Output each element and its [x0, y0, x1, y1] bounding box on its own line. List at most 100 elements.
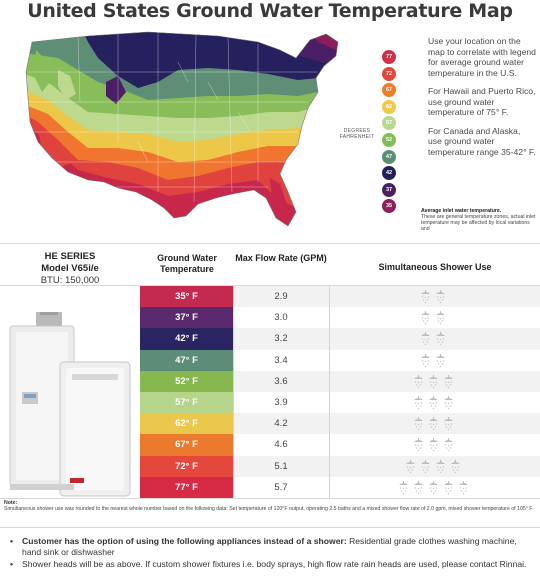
shower-icon: [404, 459, 417, 474]
shower-icon: [449, 459, 462, 474]
shower-icon: [442, 374, 455, 389]
temperature-cell: 52° F: [140, 370, 233, 392]
shower-icon: [412, 417, 425, 431]
shower-icon: [412, 396, 425, 410]
table-row: 77° F 5.7: [140, 476, 540, 498]
shower-use-cell: [329, 286, 540, 308]
table-row: 42° F 3.2: [140, 328, 540, 350]
bullet-divider: [0, 527, 540, 528]
shower-icon: [419, 311, 432, 325]
fine-print-title: Average inlet water temperature.: [421, 208, 502, 214]
column-divider: [233, 286, 234, 498]
legend-dot-47: 47: [382, 149, 396, 164]
shower-icon: [397, 480, 410, 495]
page-title: United States Ground Water Temperature M…: [27, 0, 513, 22]
flow-rate-cell: 5.7: [274, 481, 288, 493]
shower-icon: [419, 353, 432, 368]
table-row: 67° F 4.6: [140, 434, 540, 456]
shower-icon: [427, 374, 440, 389]
shower-use-cell: [329, 370, 540, 392]
header-max-flow-rate: Max Flow Rate (GPM): [235, 253, 327, 263]
legend-dot-37: 37: [382, 182, 396, 197]
temperature-cell: 42° F: [140, 328, 233, 350]
flow-rate-cell: 3.6: [233, 370, 329, 392]
legend-dot-62: 62: [382, 99, 396, 114]
flow-rate-cell: 4.2: [233, 413, 329, 435]
shower-icon: [457, 480, 470, 495]
shower-icon: [419, 290, 432, 304]
bullet-list: Customer has the option of using the fol…: [8, 536, 536, 572]
info-paragraph-hawaii: For Hawaii and Puerto Rico, use ground w…: [428, 86, 536, 117]
table-row: 72° F 5.1: [140, 455, 540, 477]
flow-rate-cell: 3.4: [274, 354, 288, 366]
shower-icon: [434, 311, 447, 325]
temperature-cell: 62° F: [140, 413, 233, 435]
shower-icon: [442, 480, 455, 495]
series-model: Model V65i/e: [41, 263, 99, 274]
shower-use-cell: [329, 434, 540, 455]
temperature-cell: 72° F: [140, 455, 233, 477]
legend-dot-35: 35: [382, 199, 396, 214]
flow-rate-cell: 3.9: [274, 397, 288, 408]
shower-icon: [419, 459, 432, 474]
flow-rate-cell: 5.1: [233, 455, 329, 477]
shower-icon: [442, 438, 455, 452]
column-divider: [329, 286, 330, 498]
shower-icon: [434, 332, 447, 346]
degrees-fahrenheit-label: DEGREES FAHRENHEIT: [339, 128, 375, 140]
header-simultaneous-shower-use: Simultaneous Shower Use: [378, 262, 492, 272]
temperature-cell: 47° F: [140, 349, 233, 371]
bullet-appliances: Customer has the option of using the fol…: [8, 536, 536, 557]
legend-dot-42: 42: [382, 166, 396, 181]
legend-dot-72: 72: [382, 66, 396, 81]
table-row: 35° F 2.9: [140, 286, 540, 308]
shower-icon: [442, 396, 455, 410]
table-row: 37° F 3.0: [140, 307, 540, 329]
flow-rate-cell: 3.0: [274, 312, 288, 324]
water-heater-image: [6, 310, 136, 498]
shower-icon: [442, 417, 455, 431]
shower-icon: [412, 438, 425, 452]
shower-icon: [434, 459, 447, 474]
series-block: HE SERIES Model V65i/e BTU: 150,000: [0, 251, 140, 286]
info-paragraph-canada: For Canada and Alaska, use ground water …: [428, 125, 536, 157]
table-row: 62° F 4.2: [140, 413, 540, 435]
table-header-divider: [0, 285, 540, 286]
shower-use-cell: [329, 477, 540, 498]
shower-icon: [427, 417, 440, 431]
legend-dot-52: 52: [382, 133, 396, 147]
shower-icon: [412, 374, 425, 389]
shower-icon: [434, 290, 447, 304]
flow-rate-cell: 2.9: [233, 286, 329, 308]
table-row: 52° F 3.6: [140, 370, 540, 392]
shower-use-cell: [329, 455, 540, 477]
legend-dot-77: 77: [382, 50, 396, 64]
header-ground-water-temperature: Ground Water Temperature: [157, 253, 217, 274]
legend-dot-67: 67: [382, 83, 396, 98]
temperature-cell: 67° F: [140, 434, 233, 456]
shower-icon: [427, 480, 440, 495]
shower-icon: [427, 396, 440, 410]
shower-use-cell: [329, 307, 540, 328]
series-btu: BTU: 150,000: [40, 275, 100, 286]
temperature-cell: 35° F: [140, 286, 233, 308]
shower-use-cell: [329, 350, 540, 371]
temperature-cell: 37° F: [140, 307, 233, 329]
note-label: Note:: [4, 500, 18, 506]
flow-rate-cell: 3.2: [233, 328, 329, 350]
fine-print-text: These are general temperature zones, act…: [421, 214, 536, 232]
shower-icon: [419, 332, 432, 346]
table-row: 57° F 3.9: [140, 392, 540, 414]
info-paragraph-usage: Use your location on the map to correlat…: [428, 36, 536, 78]
legend-dot-57: 57: [382, 116, 396, 131]
temperature-cell: 57° F: [140, 392, 233, 414]
table-row: 47° F 3.4: [140, 349, 540, 371]
shower-use-cell: [329, 392, 540, 413]
bullet-shower-heads: Shower heads will be as above. If custom…: [8, 559, 536, 570]
section-divider: [0, 243, 540, 244]
shower-use-cell: [329, 413, 540, 435]
shower-icon: [427, 438, 440, 452]
table-bottom-divider: [0, 498, 540, 499]
map-info-text: Use your location on the map to correlat…: [428, 36, 536, 165]
shower-icon: [434, 353, 447, 368]
